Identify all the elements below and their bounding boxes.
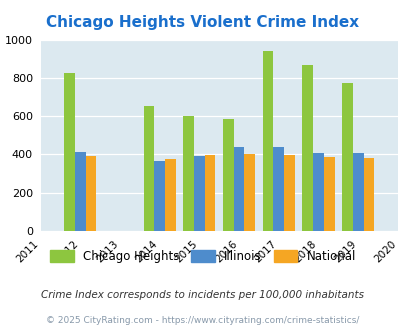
Bar [75,151,85,231]
Bar [302,65,312,231]
Bar [194,156,204,231]
Text: Crime Index corresponds to incidents per 100,000 inhabitants: Crime Index corresponds to incidents per… [41,290,364,300]
Legend: Chicago Heights, Illinois, National: Chicago Heights, Illinois, National [50,250,355,263]
Text: Chicago Heights Violent Crime Index: Chicago Heights Violent Crime Index [46,15,359,30]
Bar [154,161,165,231]
Bar [244,154,254,231]
Bar [233,147,244,231]
Bar [273,147,283,231]
Bar [85,156,96,231]
Bar [284,155,294,231]
Text: © 2025 CityRating.com - https://www.cityrating.com/crime-statistics/: © 2025 CityRating.com - https://www.city… [46,315,359,325]
Bar [183,116,194,231]
Bar [341,83,352,231]
Bar [64,73,75,231]
Bar [352,153,362,231]
Bar [312,153,323,231]
Bar [323,157,334,231]
Bar [362,158,373,231]
Bar [262,51,273,231]
Bar [165,159,175,231]
Bar [204,155,215,231]
Bar [143,106,154,231]
Bar [222,119,233,231]
